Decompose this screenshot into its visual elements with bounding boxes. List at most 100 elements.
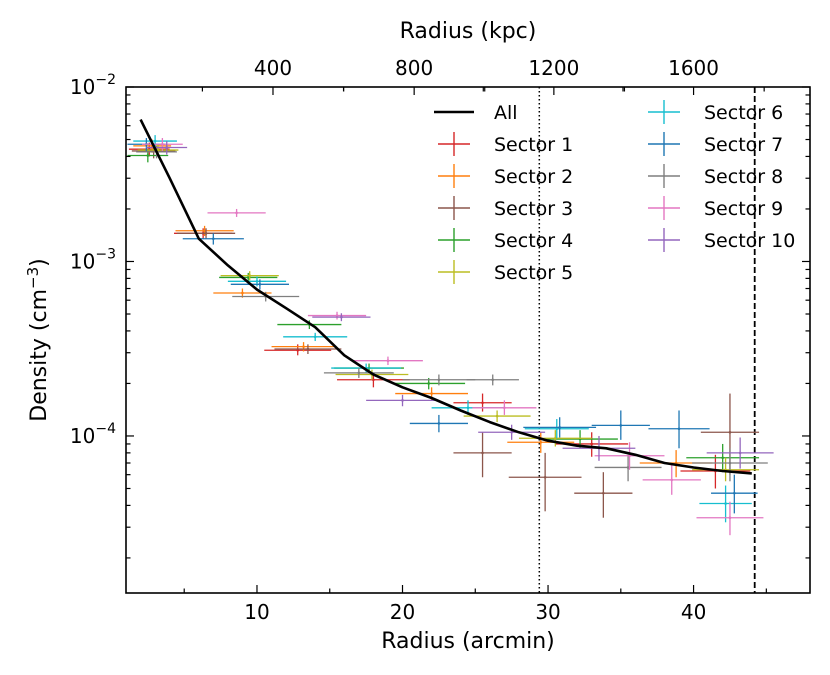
y-tick-base: 10 [70, 249, 95, 273]
data-point [340, 315, 343, 319]
data-point [437, 422, 441, 425]
legend-entry: Sector 4 [438, 228, 573, 252]
errorbar-point [466, 374, 519, 386]
errorbar-point [524, 419, 589, 439]
data-point [302, 345, 305, 348]
data-point [558, 426, 561, 429]
x-tick-label: 20 [390, 600, 415, 624]
errorbar-point [182, 233, 244, 245]
errorbar-point [472, 400, 537, 415]
errorbar-point [402, 374, 476, 386]
x-tick-label: 40 [681, 600, 706, 624]
data-point [335, 314, 339, 317]
errorbar-point [207, 208, 266, 217]
errorbar-point [142, 138, 183, 151]
legend-entry: Sector 5 [438, 260, 573, 284]
all-profile-line [139, 119, 752, 475]
top-x-axis-title: Radius (kpc) [400, 19, 537, 44]
top-x-tick-label: 400 [254, 56, 292, 80]
data-point [481, 401, 484, 405]
data-point [728, 430, 732, 434]
series-1 [128, 142, 751, 489]
data-point [212, 237, 215, 241]
errorbar-point [175, 225, 234, 236]
data-point [248, 274, 252, 277]
data-point [203, 229, 206, 233]
data-point [427, 382, 431, 385]
series-7 [127, 138, 758, 514]
errorbar-point [453, 393, 512, 412]
x-tick-label: 10 [244, 600, 269, 624]
errorbar-point [699, 485, 752, 523]
y-tick-exponent: −2 [95, 72, 116, 88]
legend-entry: Sector 3 [438, 196, 573, 220]
legend-entry: Sector 6 [648, 100, 783, 124]
errorbar-point [353, 356, 423, 366]
data-point [491, 378, 495, 382]
errorbar-point [220, 271, 279, 281]
data-point [372, 378, 375, 382]
errorbar-point [312, 313, 371, 322]
legend-label: Sector 10 [704, 230, 795, 252]
errorbar-point [283, 332, 348, 342]
data-point [721, 456, 724, 460]
errorbar-point [271, 342, 336, 352]
errorbar-point [591, 410, 650, 440]
legend-label: Sector 8 [704, 166, 783, 188]
data-point [165, 146, 169, 149]
data-point [481, 451, 484, 455]
data-point [495, 414, 499, 418]
errorbar-point [307, 311, 367, 320]
series-6 [133, 135, 752, 523]
legend-label: Sector 5 [494, 262, 573, 284]
series-10 [146, 141, 774, 469]
axis-ticks [126, 86, 810, 593]
errorbar-point [648, 410, 710, 449]
legend-label: Sector 6 [704, 102, 783, 124]
legend-label: Sector 1 [494, 134, 573, 156]
data-point [602, 491, 605, 495]
legend-label: Sector 3 [494, 198, 573, 220]
top-x-tick-label: 1200 [528, 56, 579, 80]
x-tick-label: 30 [535, 600, 560, 624]
y-axis-title-close: ) [27, 258, 52, 267]
x-axis-title: Radius (arcmin) [381, 629, 555, 654]
data-point [543, 475, 547, 479]
y-tick-label: 10−3 [70, 246, 116, 273]
data-point [466, 406, 470, 410]
errorbar-point [518, 430, 592, 447]
data-point [306, 347, 310, 351]
errorbar-point [696, 501, 764, 536]
data-point [728, 461, 732, 465]
data-point [430, 392, 433, 395]
errorbar-point [176, 228, 236, 239]
errorbar-point [409, 414, 468, 433]
data-point [626, 466, 630, 469]
errorbar-point [133, 135, 177, 148]
data-point [161, 142, 164, 146]
errorbar-point [594, 454, 662, 482]
errorbar-point [453, 432, 512, 478]
y-tick-label: 10−2 [70, 72, 116, 99]
top-x-tick-label: 1600 [668, 56, 719, 80]
y-axis-title-text: Density (cm [27, 289, 52, 422]
data-point [555, 427, 559, 431]
plot-frame [125, 86, 811, 594]
data-point [724, 502, 727, 505]
data-point [437, 378, 441, 382]
series-9 [142, 138, 764, 536]
data-point [619, 424, 623, 427]
data-point [677, 427, 681, 431]
errorbar-point [706, 437, 774, 469]
reference-lines [538, 87, 756, 593]
errorbar-point [478, 424, 546, 440]
errorbar-point [508, 452, 582, 512]
data-point [241, 291, 244, 295]
data-point [590, 442, 594, 446]
y-tick-label: 10−4 [70, 421, 116, 448]
data-point [628, 454, 631, 458]
y-tick-exponent: −4 [95, 421, 116, 437]
legend-entry: Sector 9 [648, 196, 783, 220]
data-point [738, 451, 742, 455]
